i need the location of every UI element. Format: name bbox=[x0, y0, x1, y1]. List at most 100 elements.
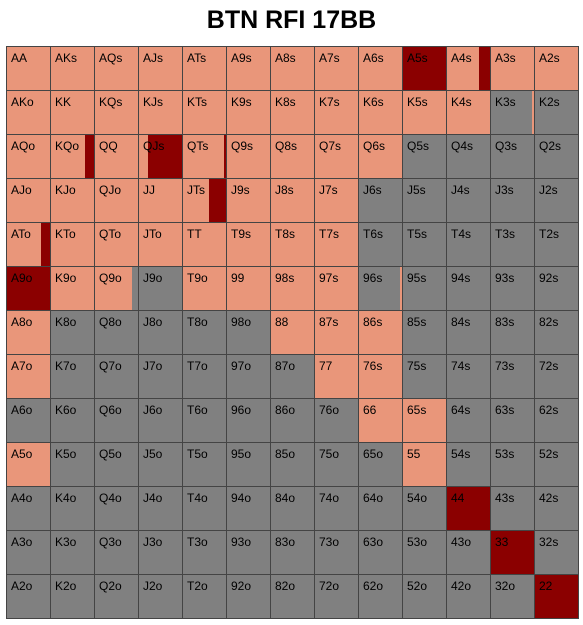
hand-cell: 62o bbox=[358, 574, 403, 619]
hand-label: T2s bbox=[539, 227, 560, 241]
hand-cell: 63o bbox=[358, 530, 403, 575]
hand-cell: 65s bbox=[402, 398, 447, 443]
hand-cell: T4s bbox=[446, 222, 491, 267]
hand-cell: Q6o bbox=[94, 398, 139, 443]
hand-cell: A2o bbox=[6, 574, 51, 619]
hand-label: K2o bbox=[55, 579, 77, 593]
hand-label: 94s bbox=[451, 271, 471, 285]
hand-cell: Q7s bbox=[314, 134, 359, 179]
hand-label: 73s bbox=[495, 359, 515, 373]
hand-label: 86o bbox=[275, 403, 296, 417]
hand-cell: K8o bbox=[50, 310, 95, 355]
hand-cell: Q2o bbox=[94, 574, 139, 619]
hand-label: J3o bbox=[143, 535, 163, 549]
hand-label: 65o bbox=[363, 447, 384, 461]
hand-label: AJo bbox=[11, 183, 32, 197]
hand-label: 93s bbox=[495, 271, 515, 285]
hand-cell: A4s bbox=[446, 46, 491, 91]
hand-cell: K8s bbox=[270, 90, 315, 135]
hand-cell: J6o bbox=[138, 398, 183, 443]
hand-label: 73o bbox=[319, 535, 340, 549]
hand-label: T4o bbox=[187, 491, 208, 505]
hand-cell: 63s bbox=[490, 398, 535, 443]
hand-cell: 72o bbox=[314, 574, 359, 619]
hand-label: 44 bbox=[451, 491, 465, 505]
hand-label: Q6s bbox=[363, 139, 386, 153]
hand-label: 64o bbox=[363, 491, 384, 505]
hand-cell: Q4o bbox=[94, 486, 139, 531]
hand-cell: Q8s bbox=[270, 134, 315, 179]
hand-label: 95s bbox=[407, 271, 427, 285]
hand-cell: QJs bbox=[138, 134, 183, 179]
hand-label: 75s bbox=[407, 359, 427, 373]
hand-cell: JTo bbox=[138, 222, 183, 267]
hand-cell: ATo bbox=[6, 222, 51, 267]
hand-cell: 94o bbox=[226, 486, 271, 531]
hand-label: JTo bbox=[143, 227, 162, 241]
hand-label: QTo bbox=[99, 227, 122, 241]
hand-cell: KJs bbox=[138, 90, 183, 135]
hand-label: A9o bbox=[11, 271, 33, 285]
hand-label: 32s bbox=[539, 535, 559, 549]
hand-cell: T3o bbox=[182, 530, 227, 575]
hand-cell: QJo bbox=[94, 178, 139, 223]
hand-cell: 88 bbox=[270, 310, 315, 355]
hand-cell: J6s bbox=[358, 178, 403, 223]
hand-cell: 52s bbox=[534, 442, 579, 487]
hand-label: A7s bbox=[319, 51, 340, 65]
hand-cell: K9s bbox=[226, 90, 271, 135]
hand-label: KTs bbox=[187, 95, 208, 109]
hand-label: 62s bbox=[539, 403, 559, 417]
hand-cell: Q3s bbox=[490, 134, 535, 179]
hand-cell: J3s bbox=[490, 178, 535, 223]
hand-label: 88 bbox=[275, 315, 289, 329]
hand-cell: K6s bbox=[358, 90, 403, 135]
hand-cell: 42s bbox=[534, 486, 579, 531]
hand-label: 65s bbox=[407, 403, 427, 417]
hand-cell: 92o bbox=[226, 574, 271, 619]
hand-cell: J2s bbox=[534, 178, 579, 223]
hand-label: AQo bbox=[11, 139, 36, 153]
hand-label: QJo bbox=[99, 183, 122, 197]
hand-label: A6s bbox=[363, 51, 384, 65]
hand-cell: 86s bbox=[358, 310, 403, 355]
hand-cell: J8o bbox=[138, 310, 183, 355]
hand-label: J3s bbox=[495, 183, 514, 197]
hand-label: K8o bbox=[55, 315, 77, 329]
hand-label: 55 bbox=[407, 447, 421, 461]
hand-cell: K3o bbox=[50, 530, 95, 575]
hand-label: KTo bbox=[55, 227, 76, 241]
hand-cell: 86o bbox=[270, 398, 315, 443]
hand-label: AKs bbox=[55, 51, 78, 65]
hand-cell: 54s bbox=[446, 442, 491, 487]
hand-cell: QTo bbox=[94, 222, 139, 267]
hand-cell: 32s bbox=[534, 530, 579, 575]
hand-cell: 92s bbox=[534, 266, 579, 311]
hand-label: 85o bbox=[275, 447, 296, 461]
hand-label: T8s bbox=[275, 227, 296, 241]
hand-label: AKo bbox=[11, 95, 34, 109]
hand-label: 42o bbox=[451, 579, 472, 593]
hand-label: A9s bbox=[231, 51, 252, 65]
hand-label: 33 bbox=[495, 535, 509, 549]
hand-label: 43s bbox=[495, 491, 515, 505]
hand-cell: 66 bbox=[358, 398, 403, 443]
hand-label: J9s bbox=[231, 183, 250, 197]
hand-label: 54o bbox=[407, 491, 428, 505]
hand-label: A3o bbox=[11, 535, 33, 549]
hand-label: A4s bbox=[451, 51, 472, 65]
hand-cell: K9o bbox=[50, 266, 95, 311]
hand-label: Q4s bbox=[451, 139, 474, 153]
hand-cell: AJs bbox=[138, 46, 183, 91]
hand-cell: 76o bbox=[314, 398, 359, 443]
hand-cell: A8o bbox=[6, 310, 51, 355]
hand-cell: 22 bbox=[534, 574, 579, 619]
hand-cell: 98o bbox=[226, 310, 271, 355]
hand-cell: 43o bbox=[446, 530, 491, 575]
hand-cell: Q2s bbox=[534, 134, 579, 179]
hand-label: 87o bbox=[275, 359, 296, 373]
hand-label: A7o bbox=[11, 359, 33, 373]
hand-cell: 94s bbox=[446, 266, 491, 311]
hand-cell: J8s bbox=[270, 178, 315, 223]
hand-label: 83s bbox=[495, 315, 515, 329]
